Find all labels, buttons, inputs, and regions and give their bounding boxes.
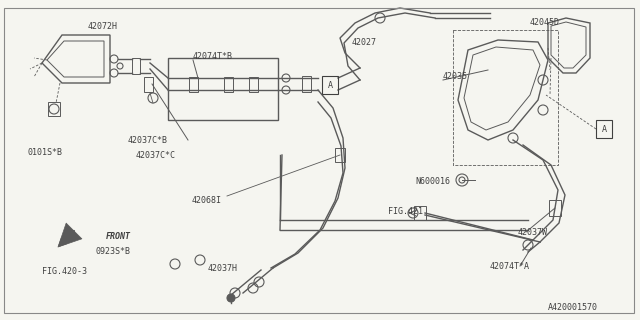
Text: FIG.421: FIG.421	[388, 207, 423, 216]
Text: 42074T*B: 42074T*B	[193, 52, 233, 61]
Text: 42037C*B: 42037C*B	[128, 136, 168, 145]
Bar	[301, 76, 310, 92]
Text: 0101S*B: 0101S*B	[28, 148, 63, 157]
Text: 42045D: 42045D	[530, 18, 560, 27]
Bar	[132, 58, 140, 74]
Text: A420001570: A420001570	[548, 303, 598, 312]
Text: 42037W: 42037W	[518, 228, 548, 237]
Text: A: A	[602, 124, 607, 133]
Text: FIG.420-3: FIG.420-3	[42, 267, 87, 276]
Text: 42068I: 42068I	[192, 196, 222, 205]
Bar	[596, 120, 612, 138]
Text: 42037C*C: 42037C*C	[136, 151, 176, 160]
Text: FRONT: FRONT	[106, 232, 131, 241]
Bar	[168, 58, 278, 120]
Text: A: A	[328, 81, 333, 90]
Bar	[143, 76, 152, 92]
Text: 42072H: 42072H	[88, 22, 118, 31]
Circle shape	[227, 294, 235, 302]
Text: 0923S*B: 0923S*B	[96, 247, 131, 256]
Bar	[322, 76, 338, 94]
Bar	[48, 102, 60, 116]
Bar	[335, 148, 345, 162]
Text: 42035: 42035	[443, 72, 468, 81]
Bar	[414, 206, 426, 220]
Text: 42037H: 42037H	[208, 264, 238, 273]
Bar	[189, 76, 198, 92]
Bar	[223, 76, 232, 92]
Bar	[248, 76, 257, 92]
Text: 42027: 42027	[352, 38, 377, 47]
Text: 42074T*A: 42074T*A	[490, 262, 530, 271]
Bar	[549, 200, 561, 216]
Text: N600016: N600016	[415, 177, 450, 186]
